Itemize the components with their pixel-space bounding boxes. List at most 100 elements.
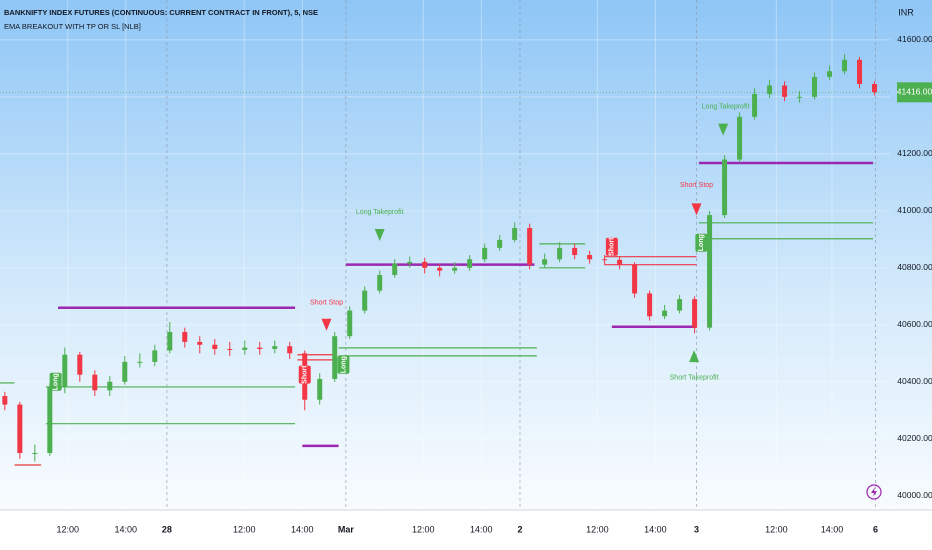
- signal-arrow: [374, 229, 385, 242]
- candle-body: [617, 259, 623, 265]
- chart-title: BANKNIFTY INDEX FUTURES (CONTINUOUS: CUR…: [4, 8, 318, 17]
- signal-box: Short: [298, 365, 311, 384]
- signal-label: Short Stop: [310, 300, 343, 307]
- candle-body: [782, 85, 788, 97]
- candle-body: [662, 310, 668, 317]
- y-tick-label: 41000.00: [897, 205, 932, 215]
- x-tick-label: 3: [694, 524, 699, 534]
- signal-box-bg: [298, 365, 311, 384]
- x-tick-label: 28: [162, 524, 172, 534]
- candle-body: [47, 387, 53, 454]
- x-tick-label: 14:00: [644, 524, 667, 534]
- candle-body: [227, 349, 233, 351]
- candle-body: [167, 331, 173, 351]
- x-tick-label: 2: [517, 524, 522, 534]
- y-tick-label: 40400.00: [897, 376, 932, 386]
- x-tick-label: 12:00: [586, 524, 609, 534]
- candle-body: [332, 336, 338, 379]
- last-price-badge: [897, 82, 932, 103]
- axes: 40000.00 40200.00 40400.00 40600.00 40800.00…: [0, 34, 932, 534]
- x-tick-label: 6: [873, 524, 878, 534]
- signal-label: Short Stop: [680, 182, 713, 189]
- time-axis-bg: [0, 510, 932, 550]
- candle-body: [497, 239, 503, 248]
- x-tick-label: Mar: [338, 524, 355, 534]
- candle-body: [137, 361, 143, 363]
- candle-body: [2, 396, 8, 405]
- candle-body: [482, 247, 488, 260]
- candle-body: [152, 350, 158, 362]
- signal-box: Short: [605, 237, 618, 256]
- y-tick-label: 40800.00: [897, 262, 932, 272]
- candle-body: [587, 255, 593, 260]
- signal-box-label: Short: [302, 365, 309, 384]
- currency: INR: [898, 7, 914, 17]
- candle-body: [767, 85, 773, 95]
- candle-body: [527, 227, 533, 265]
- candle-body: [32, 453, 38, 455]
- candle-body: [872, 84, 878, 93]
- candle-body: [437, 267, 443, 271]
- candle-body: [632, 264, 638, 294]
- candle-body: [392, 263, 398, 275]
- x-tick-label: 12:00: [56, 524, 79, 534]
- signal-label: Short Takeprofit: [670, 375, 719, 382]
- candle-body: [842, 59, 848, 72]
- x-tick-label: 14:00: [114, 524, 137, 534]
- candle-body: [722, 159, 728, 216]
- candle-body: [677, 299, 683, 311]
- candle-body: [857, 59, 863, 85]
- candle-body: [17, 404, 23, 454]
- y-tick-label: 40600.00: [897, 319, 932, 329]
- signal-box: Long: [337, 355, 350, 374]
- signal-box: Long: [695, 233, 708, 252]
- indicator-name: EMA BREAKOUT WITH TP OR SL [NLB]: [4, 22, 141, 31]
- candle-body: [362, 290, 368, 311]
- y-tick-label: 40200.00: [897, 433, 932, 443]
- x-tick-label: 14:00: [821, 524, 844, 534]
- candle-body: [452, 267, 458, 271]
- signal-box-label: Long: [698, 234, 705, 251]
- candle-body: [827, 71, 833, 77]
- candle-body: [467, 259, 473, 268]
- candle-body: [737, 116, 743, 160]
- candle-body: [287, 346, 293, 354]
- signal-box-bg: [605, 237, 618, 256]
- signal-label: Long Takeprofit: [356, 209, 404, 216]
- candle-body: [572, 247, 578, 255]
- candle-body: [422, 261, 428, 268]
- candle-body: [92, 374, 98, 391]
- candle-body: [62, 354, 68, 388]
- candle-body: [812, 76, 818, 97]
- y-tick-label: 41600.00: [897, 34, 932, 44]
- candle-body: [647, 293, 653, 317]
- signal-box-bg: [49, 372, 62, 391]
- last-price-label: 41416.00: [897, 87, 932, 97]
- x-tick-label: 14:00: [470, 524, 493, 534]
- signal-label: Long Takeprofit: [702, 104, 750, 111]
- candle-body: [512, 227, 518, 240]
- x-tick-label: 12:00: [765, 524, 788, 534]
- candle-body: [272, 346, 278, 350]
- signal-box: Long: [49, 372, 62, 391]
- candle-body: [347, 310, 353, 337]
- candle-body: [797, 96, 803, 98]
- candle-body: [407, 261, 413, 264]
- candle-body: [602, 259, 608, 261]
- candle-body: [122, 361, 128, 382]
- signal-arrow: [321, 318, 332, 331]
- candle-body: [377, 274, 383, 291]
- candle-body: [182, 331, 188, 342]
- alert-icon[interactable]: [866, 484, 882, 500]
- candle-body: [317, 378, 323, 400]
- candle-body: [212, 344, 218, 350]
- y-tick-label: 40000.00: [897, 490, 932, 500]
- candle-body: [242, 347, 248, 350]
- candle-body: [197, 341, 203, 345]
- candle-body: [107, 381, 113, 391]
- x-tick-label: 12:00: [233, 524, 256, 534]
- levels: [0, 161, 874, 466]
- signal-box-label: Long: [52, 373, 59, 390]
- candle-body: [542, 259, 548, 265]
